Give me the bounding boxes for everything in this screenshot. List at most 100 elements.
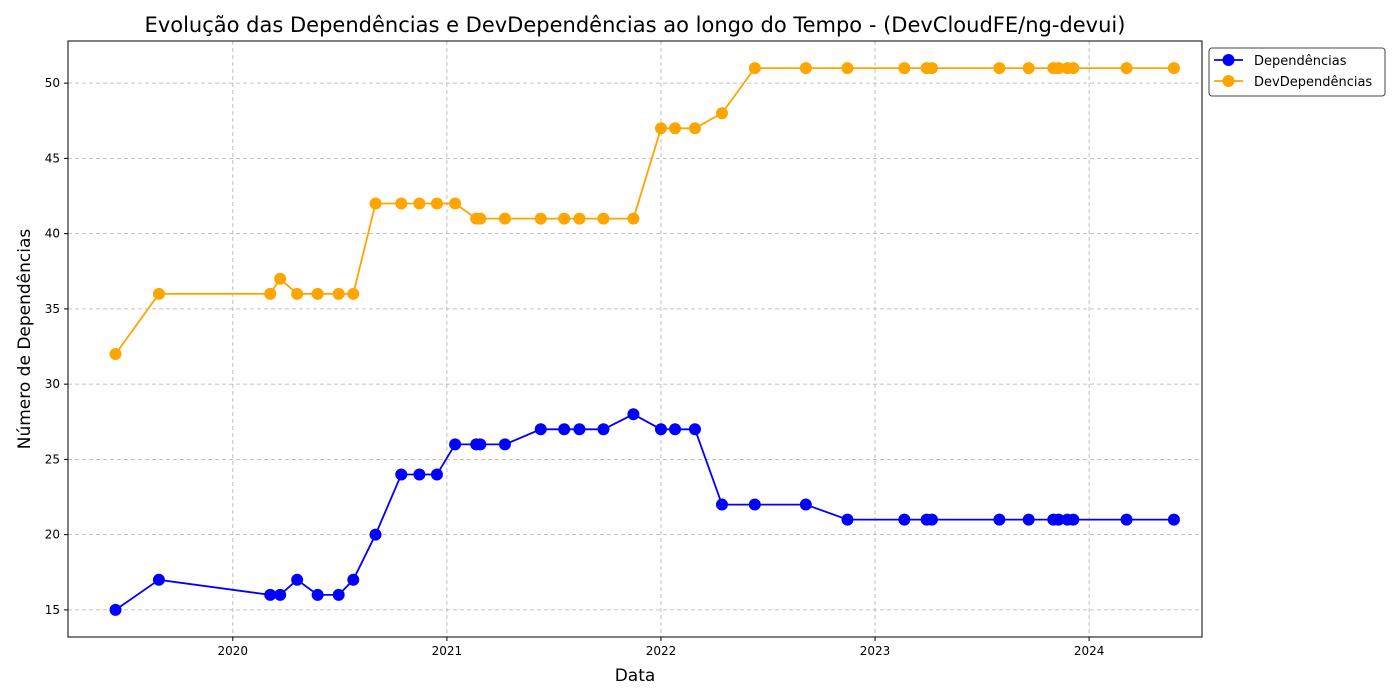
data-point-series-1 [264,287,277,300]
data-point-series-1 [291,287,304,300]
data-point-series-1 [1167,62,1180,75]
data-point-series-0 [1022,513,1035,526]
y-tick-label: 15 [45,603,60,617]
data-point-series-1 [1120,62,1133,75]
series-layer [109,62,1180,616]
data-point-series-0 [688,423,701,436]
data-point-series-0 [498,438,511,451]
data-point-series-0 [311,588,324,601]
data-point-series-0 [395,468,408,481]
data-point-series-1 [395,197,408,210]
data-point-series-1 [498,212,511,225]
data-point-series-1 [109,348,122,361]
data-point-series-0 [347,573,360,586]
data-point-series-1 [413,197,426,210]
y-tick-label: 45 [45,151,60,165]
data-point-series-1 [311,287,324,300]
data-point-series-0 [274,588,287,601]
y-tick-label: 20 [45,528,60,542]
y-tick-label: 30 [45,377,60,391]
data-point-series-1 [669,122,682,135]
data-point-series-1 [627,212,640,225]
data-point-series-1 [449,197,462,210]
data-point-series-0 [449,438,462,451]
legend-label-dependencias: Dependências [1254,54,1347,69]
data-point-series-0 [799,498,812,511]
legend-marker-devdependencias [1222,75,1235,87]
data-point-series-0 [430,468,443,481]
data-point-series-1 [748,62,761,75]
y-tick-label: 50 [45,76,60,90]
data-point-series-1 [993,62,1006,75]
data-point-series-1 [654,122,667,135]
data-point-series-1 [841,62,854,75]
data-point-series-0 [474,438,487,451]
legend: Dependências DevDependências [1208,47,1386,97]
data-point-series-1 [369,197,382,210]
data-point-series-1 [558,212,571,225]
series-line-0 [114,413,1174,611]
chart-title: Evolução das Dependências e DevDependênc… [145,13,1126,37]
data-point-series-0 [841,513,854,526]
data-point-series-0 [291,573,304,586]
x-tick-label: 2024 [1074,644,1105,658]
data-point-series-0 [1120,513,1133,526]
data-point-series-1 [332,287,345,300]
data-point-series-1 [430,197,443,210]
y-tick-label: 40 [45,227,60,241]
data-point-series-0 [1052,513,1065,526]
legend-box [1208,47,1386,97]
legend-marker-dependencias [1222,54,1235,66]
data-point-series-0 [1067,513,1080,526]
data-point-series-1 [474,212,487,225]
plot-frame [67,40,1203,638]
data-point-series-0 [152,573,165,586]
data-point-series-1 [347,287,360,300]
data-point-series-1 [534,212,547,225]
data-point-series-1 [152,287,165,300]
data-point-series-1 [925,62,938,75]
data-point-series-0 [654,423,667,436]
data-point-series-1 [1052,62,1065,75]
data-point-series-0 [925,513,938,526]
data-point-series-1 [688,122,701,135]
x-tick-label: 2021 [432,644,463,658]
data-point-series-0 [993,513,1006,526]
data-point-series-1 [1022,62,1035,75]
data-point-series-1 [1067,62,1080,75]
data-point-series-0 [573,423,586,436]
data-point-series-1 [573,212,586,225]
data-point-series-1 [715,107,728,120]
data-point-series-0 [715,498,728,511]
x-tick-label: 2022 [646,644,677,658]
data-point-series-1 [898,62,911,75]
x-axis-title: Data [615,666,656,686]
data-point-series-0 [109,603,122,616]
data-point-series-1 [597,212,610,225]
data-point-series-0 [627,408,640,421]
data-point-series-0 [597,423,610,436]
data-point-series-0 [413,468,426,481]
data-point-series-0 [1167,513,1180,526]
x-tick-label: 2023 [860,644,891,658]
data-point-series-1 [799,62,812,75]
data-point-series-0 [748,498,761,511]
y-axis-title: Número de Dependências [15,229,35,450]
grid [68,41,1202,637]
ticks: 2020 2021 2022 2023 2024 15 20 25 30 35 40 45 50 [45,76,1105,658]
data-point-series-0 [369,528,382,541]
legend-label-devdependencias: DevDependências [1254,75,1372,90]
data-point-series-0 [898,513,911,526]
data-point-series-0 [558,423,571,436]
data-point-series-0 [332,588,345,601]
data-point-series-0 [669,423,682,436]
y-tick-label: 35 [45,302,60,316]
series-line-1 [114,67,1174,355]
data-point-series-0 [264,588,277,601]
data-point-series-0 [534,423,547,436]
y-tick-label: 25 [45,452,60,466]
data-point-series-1 [274,272,287,285]
x-tick-label: 2020 [218,644,249,658]
